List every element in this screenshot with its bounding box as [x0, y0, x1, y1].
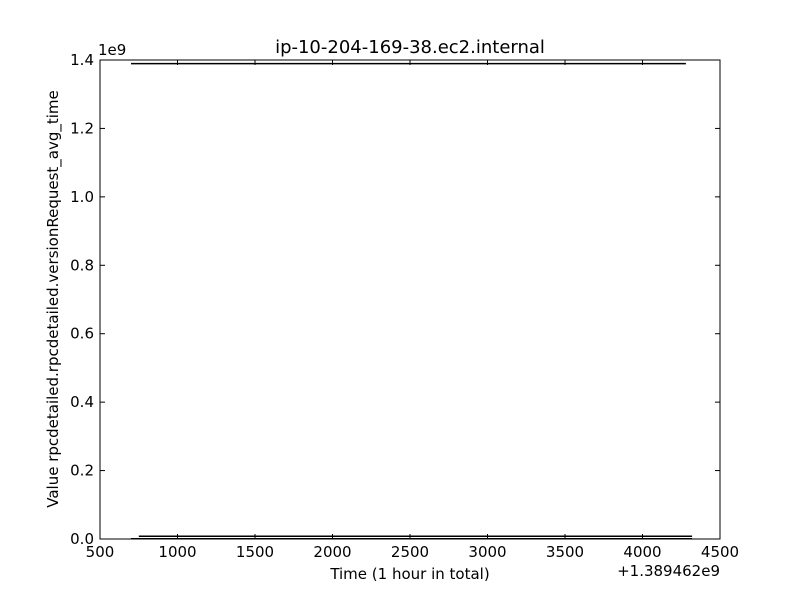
tick-layer: 500 1000 1500 2000 2500 3000 3500 4000 4500 0.0 0.… — [70, 51, 739, 561]
plot-area — [100, 60, 720, 539]
x-axis-label: Time (1 hour in total) — [329, 565, 489, 583]
x-tick-label: 4000 — [623, 543, 661, 561]
y-tick-label: 1.2 — [70, 119, 94, 137]
y-tick-label: 0.0 — [70, 530, 94, 548]
x-tick-label: 2500 — [391, 543, 429, 561]
x-tick-label: 3000 — [468, 543, 506, 561]
x-tick-label: 1500 — [236, 543, 274, 561]
y-tick-label: 0.4 — [70, 393, 94, 411]
plot-frame — [99, 59, 721, 540]
y-multiplier-label: 1e9 — [98, 41, 126, 59]
y-tick-label: 1.4 — [70, 51, 94, 69]
x-tick-label: 1000 — [158, 543, 196, 561]
y-tick-label: 1.0 — [70, 188, 94, 206]
x-tick-label: 2000 — [313, 543, 351, 561]
x-tick-label: 3500 — [546, 543, 584, 561]
x-tick-label: 4500 — [701, 543, 739, 561]
y-axis-label: Value rpcdetailed.rpcdetailed.versionReq… — [44, 90, 63, 508]
chart-title: ip-10-204-169-38.ec2.internal — [275, 37, 545, 58]
y-tick-label: 0.2 — [70, 462, 94, 480]
x-offset-label: +1.389462e9 — [617, 562, 720, 580]
y-tick-label: 0.8 — [70, 256, 94, 274]
y-tick-label: 0.6 — [70, 325, 94, 343]
x-tick-label: 500 — [86, 543, 115, 561]
